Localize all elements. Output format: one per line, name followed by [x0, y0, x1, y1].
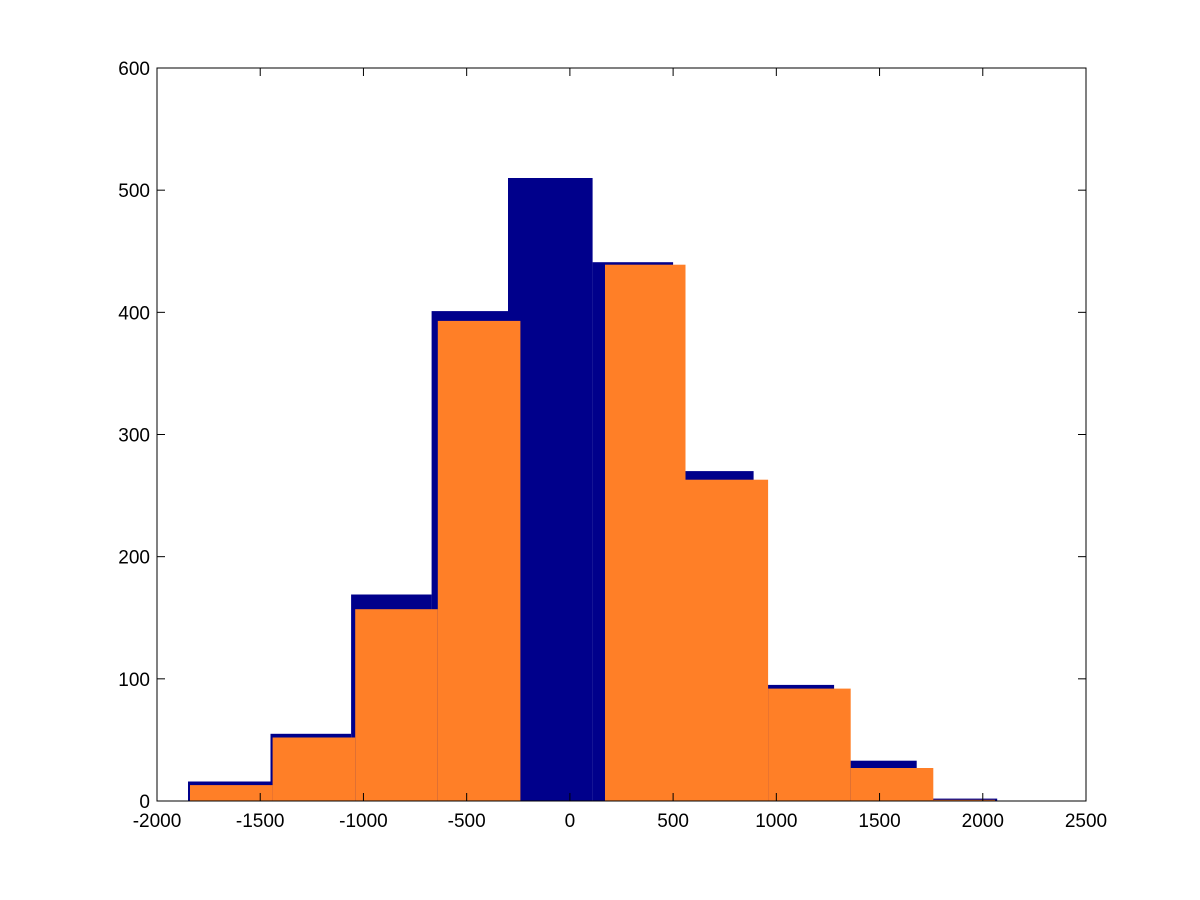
- x-tick-label: 1000: [755, 811, 797, 832]
- y-tick-label: 300: [118, 426, 150, 447]
- histogram-bar-series2-bin2: [272, 737, 356, 801]
- x-tick-label: 2000: [962, 811, 1004, 832]
- histogram-bar-series2-bin4: [437, 320, 521, 801]
- histogram-bar-series2-bin9: [850, 768, 934, 801]
- histogram-bar-series1-bin5: [508, 178, 593, 801]
- histogram-bar-series2-bin10: [933, 799, 996, 801]
- y-tick-label: 400: [118, 303, 150, 324]
- histogram-bar-series2-bin7: [685, 479, 769, 801]
- histogram-bar-series2-bin8: [768, 688, 851, 801]
- tick-labels-layer: -2000 -1500 -1000 -500 0 500 1000 1500 2000 2500 0…: [118, 59, 1107, 832]
- x-tick-label: 2500: [1065, 811, 1107, 832]
- x-tick-label: 1500: [858, 811, 900, 832]
- y-tick-label: 200: [118, 548, 150, 569]
- x-tick-label: -2000: [133, 811, 182, 832]
- x-tick-label: -1000: [339, 811, 388, 832]
- x-tick-label: -1500: [236, 811, 285, 832]
- x-tick-label: -500: [448, 811, 486, 832]
- y-tick-label: 500: [118, 181, 150, 202]
- x-tick-label: 0: [565, 811, 576, 832]
- histogram-bar-series2-bin6: [605, 264, 686, 801]
- ticks-layer: [156, 67, 1087, 802]
- histogram-bar-series2-bin3: [355, 609, 438, 801]
- y-tick-label: 600: [118, 59, 150, 80]
- y-tick-label: 0: [139, 792, 150, 813]
- bars-layer: [188, 178, 998, 801]
- x-tick-label: 500: [657, 811, 689, 832]
- histogram-bar-series2-bin1: [190, 785, 273, 801]
- y-tick-label: 100: [118, 670, 150, 691]
